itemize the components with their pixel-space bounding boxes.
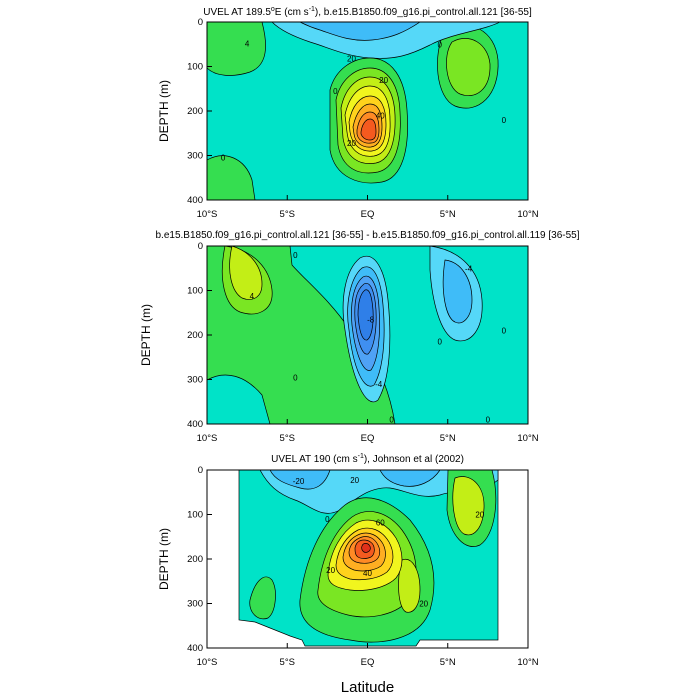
contour-label: 20: [347, 139, 356, 148]
panel-model-difference: b.e15.B1850.f09_g16.pi_control.all.121 […: [139, 230, 580, 444]
contour-label: 20: [419, 600, 428, 609]
positive-core-north: [446, 38, 491, 96]
contour-label: 0: [293, 251, 298, 260]
contour-label: 40: [376, 112, 385, 121]
x-tick-label: EQ: [361, 657, 375, 668]
positive-region-sw-deep: [207, 155, 256, 200]
contour-label: 0: [293, 373, 298, 382]
contour-label: 0: [325, 515, 330, 524]
panel-1-contour-labels: 20 20 40 20 0 4 0 0 0: [221, 39, 507, 162]
panel-3-contour-labels: -20 20 60 40 20 20 20 0: [293, 476, 485, 609]
jet-core: [361, 543, 371, 553]
negative-core-east: [379, 470, 441, 487]
negative-core-north: [442, 259, 473, 324]
y-tick-label: 0: [198, 241, 203, 252]
contour-label: 0: [502, 327, 507, 336]
x-tick-label: EQ: [361, 433, 375, 444]
positive-core-sw: [229, 246, 263, 300]
panel-1-title: UVEL AT 189.5oE (cm s-1), b.e15.B1850.f0…: [203, 6, 532, 18]
negative-core-west: [269, 470, 331, 490]
contour-label: 0: [437, 338, 442, 347]
contour-label: -4: [375, 380, 383, 389]
y-tick-label: 0: [198, 465, 203, 476]
y-tick-label: 300: [187, 151, 203, 162]
y-tick-label: 300: [187, 375, 203, 386]
y-tick-label: 200: [187, 554, 203, 565]
panel-1-axes: DEPTH (m) 0 100 200 300 400 10°S 5°S EQ …: [157, 17, 539, 220]
contour-label: -4: [465, 264, 473, 273]
panel-3-axes: DEPTH (m) 0 100 200 300 400 10°S 5°S EQ …: [157, 465, 539, 668]
panel-observed-uvel: UVEL AT 190 (cm s-1), Johnson et al (200…: [157, 453, 539, 668]
contour-label: 0: [221, 154, 226, 163]
panel-1-y-axis-label: DEPTH (m): [157, 80, 171, 142]
contour-label: 4: [245, 39, 250, 48]
contour-label: -20: [293, 477, 305, 486]
x-tick-label: 10°N: [517, 433, 538, 444]
x-tick-label: 5°S: [280, 657, 295, 668]
panel-model-uvel: UVEL AT 189.5oE (cm s-1), b.e15.B1850.f0…: [157, 6, 539, 220]
contour-label: 20: [475, 511, 484, 520]
y-tick-label: 200: [187, 330, 203, 341]
secondary-core: [398, 558, 421, 613]
x-tick-label: 10°N: [517, 657, 538, 668]
x-tick-label: 10°S: [197, 657, 218, 668]
panel-1-contours: [207, 22, 528, 200]
positive-patch-sw: [249, 576, 276, 620]
y-tick-label: 400: [187, 195, 203, 206]
contour-label: 0: [502, 116, 507, 125]
contour-label: 4: [250, 292, 255, 301]
panel-2-y-axis-label: DEPTH (m): [139, 304, 153, 366]
contour-label: 20: [347, 55, 356, 64]
difference-core: [357, 289, 374, 341]
contour-label: 0: [333, 87, 338, 96]
panel-2-axes: DEPTH (m) 0 100 200 300 400 10°S 5°S EQ …: [139, 241, 539, 444]
y-tick-label: 400: [187, 419, 203, 430]
panel-2-contours: [207, 246, 528, 424]
panel-2-contour-labels: 4 -8 -4 -4 0 0 0 0 0 0: [250, 251, 507, 425]
contour-label: 40: [363, 569, 372, 578]
x-tick-label: 10°S: [197, 433, 218, 444]
x-tick-label: EQ: [361, 209, 375, 220]
y-tick-label: 100: [187, 286, 203, 297]
x-tick-label: 10°S: [197, 209, 218, 220]
positive-core-north: [452, 476, 485, 536]
y-tick-label: 100: [187, 510, 203, 521]
y-tick-label: 100: [187, 62, 203, 73]
contour-label: 0: [486, 416, 491, 425]
x-tick-label: 5°N: [440, 433, 456, 444]
y-tick-label: 200: [187, 106, 203, 117]
x-tick-label: 5°S: [280, 209, 295, 220]
x-axis-label: Latitude: [341, 679, 394, 696]
contour-label: -8: [367, 315, 375, 324]
negative-core-surface: [299, 22, 421, 41]
y-tick-label: 400: [187, 643, 203, 654]
x-tick-label: 5°N: [440, 209, 456, 220]
x-tick-label: 5°N: [440, 657, 456, 668]
contour-label: 20: [350, 476, 359, 485]
contour-label: 60: [376, 519, 385, 528]
x-tick-label: 5°S: [280, 433, 295, 444]
panel-2-title: b.e15.B1850.f09_g16.pi_control.all.121 […: [155, 230, 579, 241]
panel-3-y-axis-label: DEPTH (m): [157, 528, 171, 590]
jet-core: [360, 118, 377, 141]
contour-label: 0: [437, 40, 442, 49]
x-tick-label: 10°N: [517, 209, 538, 220]
y-tick-label: 300: [187, 599, 203, 610]
contour-label: 20: [379, 76, 388, 85]
positive-region-sw-upper: [207, 22, 266, 76]
panel-3-contours: [238, 470, 499, 647]
contour-label: 0: [389, 416, 394, 425]
contour-label: 20: [326, 566, 335, 575]
y-tick-label: 0: [198, 17, 203, 28]
zero-region-sw-deep: [207, 374, 271, 424]
panel-3-title: UVEL AT 190 (cm s-1), Johnson et al (200…: [271, 453, 464, 465]
